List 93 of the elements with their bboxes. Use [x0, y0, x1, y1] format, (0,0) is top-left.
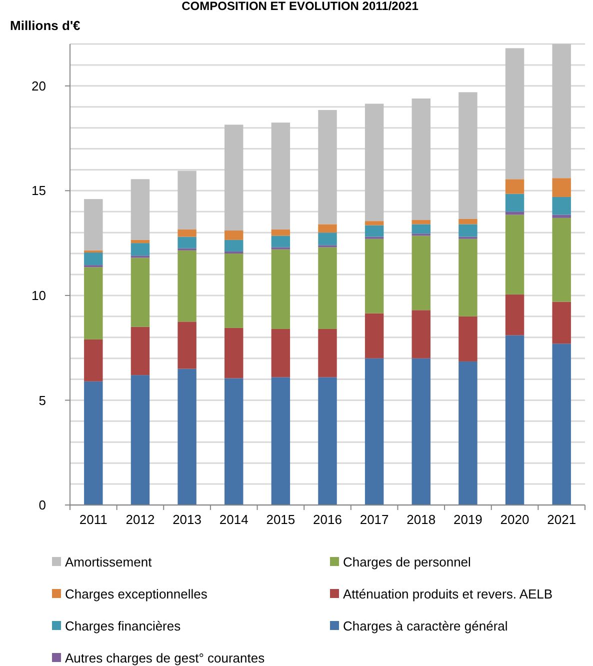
x-tick-label: 2020	[500, 512, 530, 527]
bar	[318, 224, 337, 233]
bar	[552, 344, 571, 505]
bar	[130, 179, 150, 240]
x-tick-label: 2018	[406, 512, 436, 527]
bar	[364, 358, 384, 505]
bar	[364, 104, 384, 222]
legend-label: Charges financières	[65, 618, 182, 634]
bar	[318, 110, 337, 224]
bar	[458, 316, 478, 362]
bar	[271, 249, 290, 329]
bar	[318, 377, 337, 505]
legend-label: Atténuation produits et revers. AELB	[343, 586, 553, 602]
bar	[412, 236, 430, 310]
bar	[458, 224, 478, 237]
bar	[178, 368, 196, 505]
bar	[458, 92, 478, 219]
y-tick-label: 15	[32, 183, 46, 198]
bar	[271, 328, 290, 378]
x-tick-label: 2012	[126, 512, 155, 527]
bar	[224, 378, 244, 505]
bar	[130, 326, 150, 376]
bar	[458, 218, 478, 224]
y-axis-title: Millions d'€	[10, 18, 80, 33]
bar	[318, 232, 337, 246]
bar	[178, 236, 196, 248]
bar	[552, 302, 571, 344]
bar	[84, 267, 103, 340]
x-tick-label: 2019	[453, 512, 482, 527]
bar	[412, 220, 430, 224]
legend-label: Charges à caractère général	[343, 618, 508, 634]
bar	[552, 214, 571, 218]
bar	[178, 170, 196, 230]
bar	[130, 375, 150, 505]
x-tick-label: 2021	[547, 512, 576, 527]
y-tick-label: 20	[32, 78, 46, 94]
bar	[224, 124, 244, 230]
y-tick-label: 10	[32, 288, 46, 304]
x-tick-label: 2016	[313, 512, 342, 527]
x-tick-label: 2015	[266, 512, 296, 527]
bar	[505, 335, 524, 505]
bar	[130, 240, 150, 244]
bar	[84, 199, 103, 250]
bar	[364, 225, 384, 237]
bar	[505, 194, 524, 212]
legend-label: Charges exceptionnelles	[65, 586, 208, 602]
bar	[318, 328, 337, 378]
bar	[412, 358, 430, 505]
bar	[364, 221, 384, 226]
bar	[505, 48, 524, 180]
bar	[271, 229, 290, 236]
bar	[271, 122, 290, 230]
bar	[505, 214, 524, 294]
bar	[364, 238, 384, 314]
bar	[224, 240, 244, 252]
legend-label: Charges de personnel	[343, 554, 472, 570]
bar	[84, 252, 103, 266]
bar	[505, 212, 524, 215]
bar	[178, 250, 196, 322]
bar	[552, 44, 571, 178]
legend-label: Amortissement	[65, 554, 152, 570]
bar	[224, 251, 244, 254]
bar	[552, 178, 571, 197]
y-tick-label: 0	[38, 498, 46, 513]
bar	[130, 243, 150, 256]
bar	[412, 98, 430, 220]
bar	[552, 218, 571, 302]
bar	[224, 254, 244, 328]
bar	[224, 328, 244, 378]
bar	[505, 294, 524, 336]
bar	[458, 238, 478, 316]
bar	[364, 313, 384, 358]
bar	[458, 361, 478, 505]
bar	[412, 310, 430, 358]
chart-title: COMPOSITION ET EVOLUTION 2011/2021	[182, 0, 419, 13]
bar	[271, 377, 290, 505]
bar	[84, 381, 103, 505]
legend-label: Autres charges de gest° courantes	[65, 650, 266, 666]
y-tick-label: 5	[38, 392, 46, 408]
bar	[271, 236, 290, 248]
bar	[318, 247, 337, 329]
x-tick-label: 2017	[360, 512, 389, 527]
bar	[130, 258, 150, 327]
bar	[84, 339, 103, 382]
bar	[412, 224, 430, 234]
bar	[224, 230, 244, 240]
bar	[178, 322, 196, 369]
x-tick-label: 2014	[219, 512, 248, 527]
x-tick-label: 2011	[79, 512, 108, 527]
bar	[178, 229, 196, 237]
x-tick-label: 2013	[172, 512, 202, 527]
bar	[505, 179, 524, 194]
bar	[552, 196, 571, 215]
